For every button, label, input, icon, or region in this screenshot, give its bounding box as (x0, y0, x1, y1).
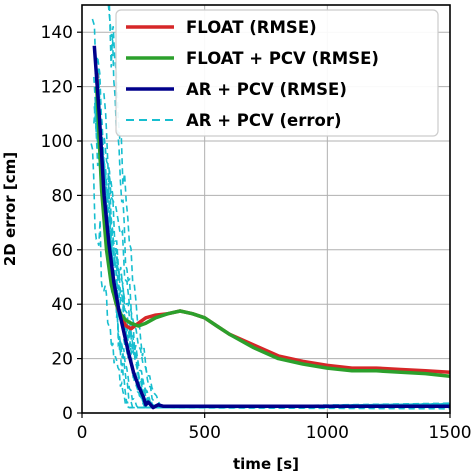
legend-box (115, 9, 439, 137)
series-line-ar-pcv-error (93, 106, 450, 410)
legend: FLOAT (RMSE) FLOAT + PCV (RMSE) AR + PCV (… (115, 9, 439, 137)
y-tick-label: 0 (62, 404, 73, 424)
x-tick-label: 1500 (428, 423, 471, 443)
x-tick-label: 0 (77, 423, 88, 443)
series-line-ar-pcv-error (107, 5, 450, 409)
series-line-ar-pcv-error (108, 5, 450, 409)
plot-area (90, 5, 450, 410)
series-line-ar-pcv-error (94, 56, 450, 409)
plot-frame (81, 4, 451, 414)
x-tick-label: 500 (188, 423, 220, 443)
legend-label: AR + PCV (error) (186, 111, 342, 130)
y-tick-label: 100 (41, 132, 73, 152)
legend-label: FLOAT (RMSE) (186, 18, 317, 37)
y-axis-label: 2D error [cm] (1, 152, 19, 266)
x-axis-label: time [s] (233, 455, 299, 473)
y-tick-label: 80 (51, 186, 73, 206)
series-line-ar-pcv-rmse (92, 45, 450, 410)
legend-label: AR + PCV (RMSE) (186, 80, 347, 99)
y-tick-label: 20 (51, 350, 73, 370)
y-tick-label: 140 (41, 23, 73, 43)
y-tick-label: 120 (41, 78, 73, 98)
x-tick-label: 1000 (306, 423, 349, 443)
axis-ticks: 0 500 1000 1500 0 20 40 60 80 100 120 140 (41, 23, 472, 443)
y-tick-label: 60 (51, 241, 73, 261)
series-line-ar-pcv-error (99, 131, 450, 409)
y-tick-label: 40 (51, 295, 73, 315)
legend-label: FLOAT + PCV (RMSE) (186, 49, 379, 68)
series-line-ar-pcv-error (94, 102, 450, 409)
series-line-ar-pcv-error (93, 98, 450, 409)
